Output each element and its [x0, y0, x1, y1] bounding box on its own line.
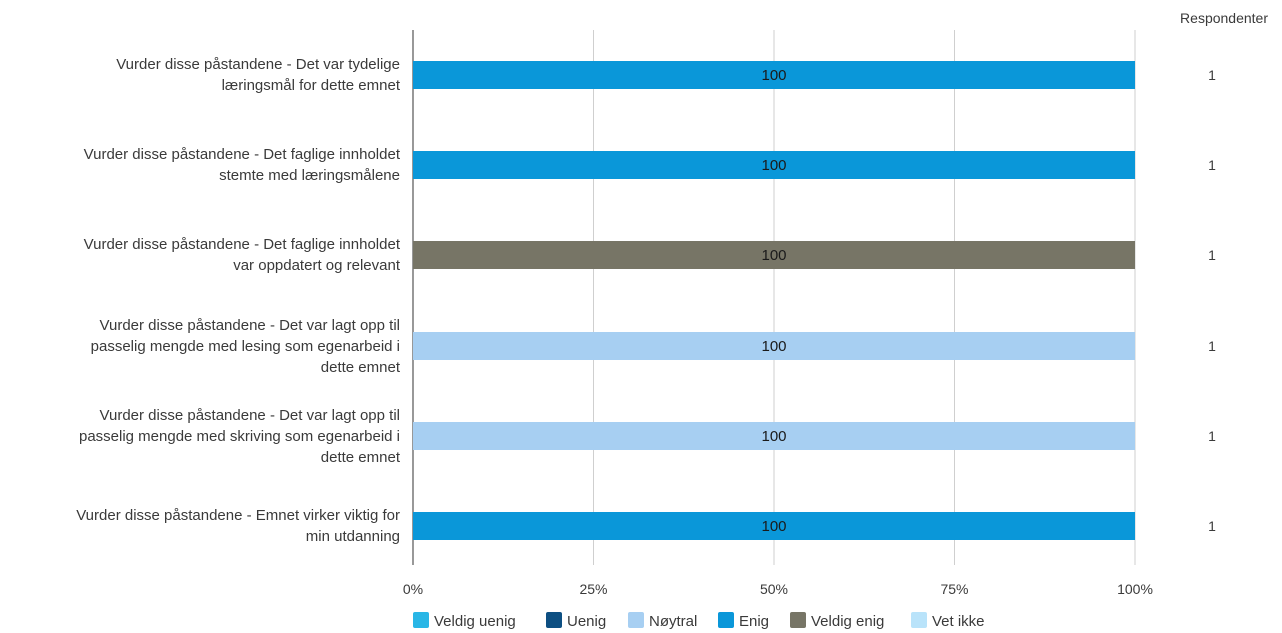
x-tick-label: 75%: [940, 581, 968, 597]
legend-label: Uenig: [567, 613, 606, 630]
legend-label: Veldig uenig: [434, 613, 516, 630]
legend-label: Nøytral: [649, 613, 697, 630]
data-label: 100: [761, 157, 786, 174]
x-tick-label: 0%: [403, 581, 423, 597]
x-axis-ticks: 0% 25% 50% 75% 100%: [403, 581, 1153, 597]
data-label: 100: [761, 428, 786, 445]
legend-item: Veldig enig: [790, 612, 884, 630]
legend-label: Enig: [739, 613, 769, 630]
category-label: Vurder disse påstandene - Det var lagt o…: [90, 316, 400, 376]
legend-item: Veldig uenig: [413, 612, 516, 630]
category-label: Vurder disse påstandene - Det faglige in…: [83, 146, 400, 184]
legend-item: Uenig: [546, 612, 606, 630]
legend-item: Enig: [718, 612, 769, 630]
category-label: Vurder disse påstandene - Det var tydeli…: [116, 56, 400, 94]
respondent-counts: 1 1 1 1 1 1: [1208, 67, 1216, 534]
respondent-count: 1: [1208, 67, 1216, 83]
legend-item: Nøytral: [628, 612, 697, 630]
grid-lines: [412, 30, 1136, 565]
data-label: 100: [761, 247, 786, 264]
x-tick-label: 50%: [760, 581, 788, 597]
legend-swatch: [911, 612, 927, 628]
data-label: 100: [761, 67, 786, 84]
respondent-count: 1: [1208, 338, 1216, 354]
x-tick-label: 25%: [579, 581, 607, 597]
category-label: Vurder disse påstandene - Det var lagt o…: [78, 406, 400, 466]
legend-swatch: [546, 612, 562, 628]
legend-swatch: [790, 612, 806, 628]
legend-label: Vet ikke: [932, 613, 985, 630]
respondent-count: 1: [1208, 247, 1216, 263]
legend-item: Vet ikke: [911, 612, 985, 630]
respondent-count: 1: [1208, 157, 1216, 173]
legend-swatch: [718, 612, 734, 628]
data-label: 100: [761, 338, 786, 355]
x-tick-label: 100%: [1117, 581, 1153, 597]
legend-swatch: [413, 612, 429, 628]
legend-swatch: [628, 612, 644, 628]
bar-segment: [413, 332, 1135, 360]
respondents-header: Respondenter: [1180, 10, 1268, 26]
category-label: Vurder disse påstandene - Det faglige in…: [83, 236, 400, 274]
legend-label: Veldig enig: [811, 613, 884, 630]
bar-segment: [413, 512, 1135, 540]
bar-segment: [413, 151, 1135, 179]
respondent-count: 1: [1208, 428, 1216, 444]
legend: Veldig uenig Uenig Nøytral Enig Veldig enig V…: [413, 612, 985, 630]
bars: 100 100 100 100 100 100: [413, 61, 1135, 540]
data-label: 100: [761, 518, 786, 535]
bar-segment: [413, 422, 1135, 450]
bar-segment: [413, 61, 1135, 89]
respondent-count: 1: [1208, 518, 1216, 534]
category-label: Vurder disse påstandene - Emnet virker v…: [76, 507, 400, 545]
bar-segment: [413, 241, 1135, 269]
